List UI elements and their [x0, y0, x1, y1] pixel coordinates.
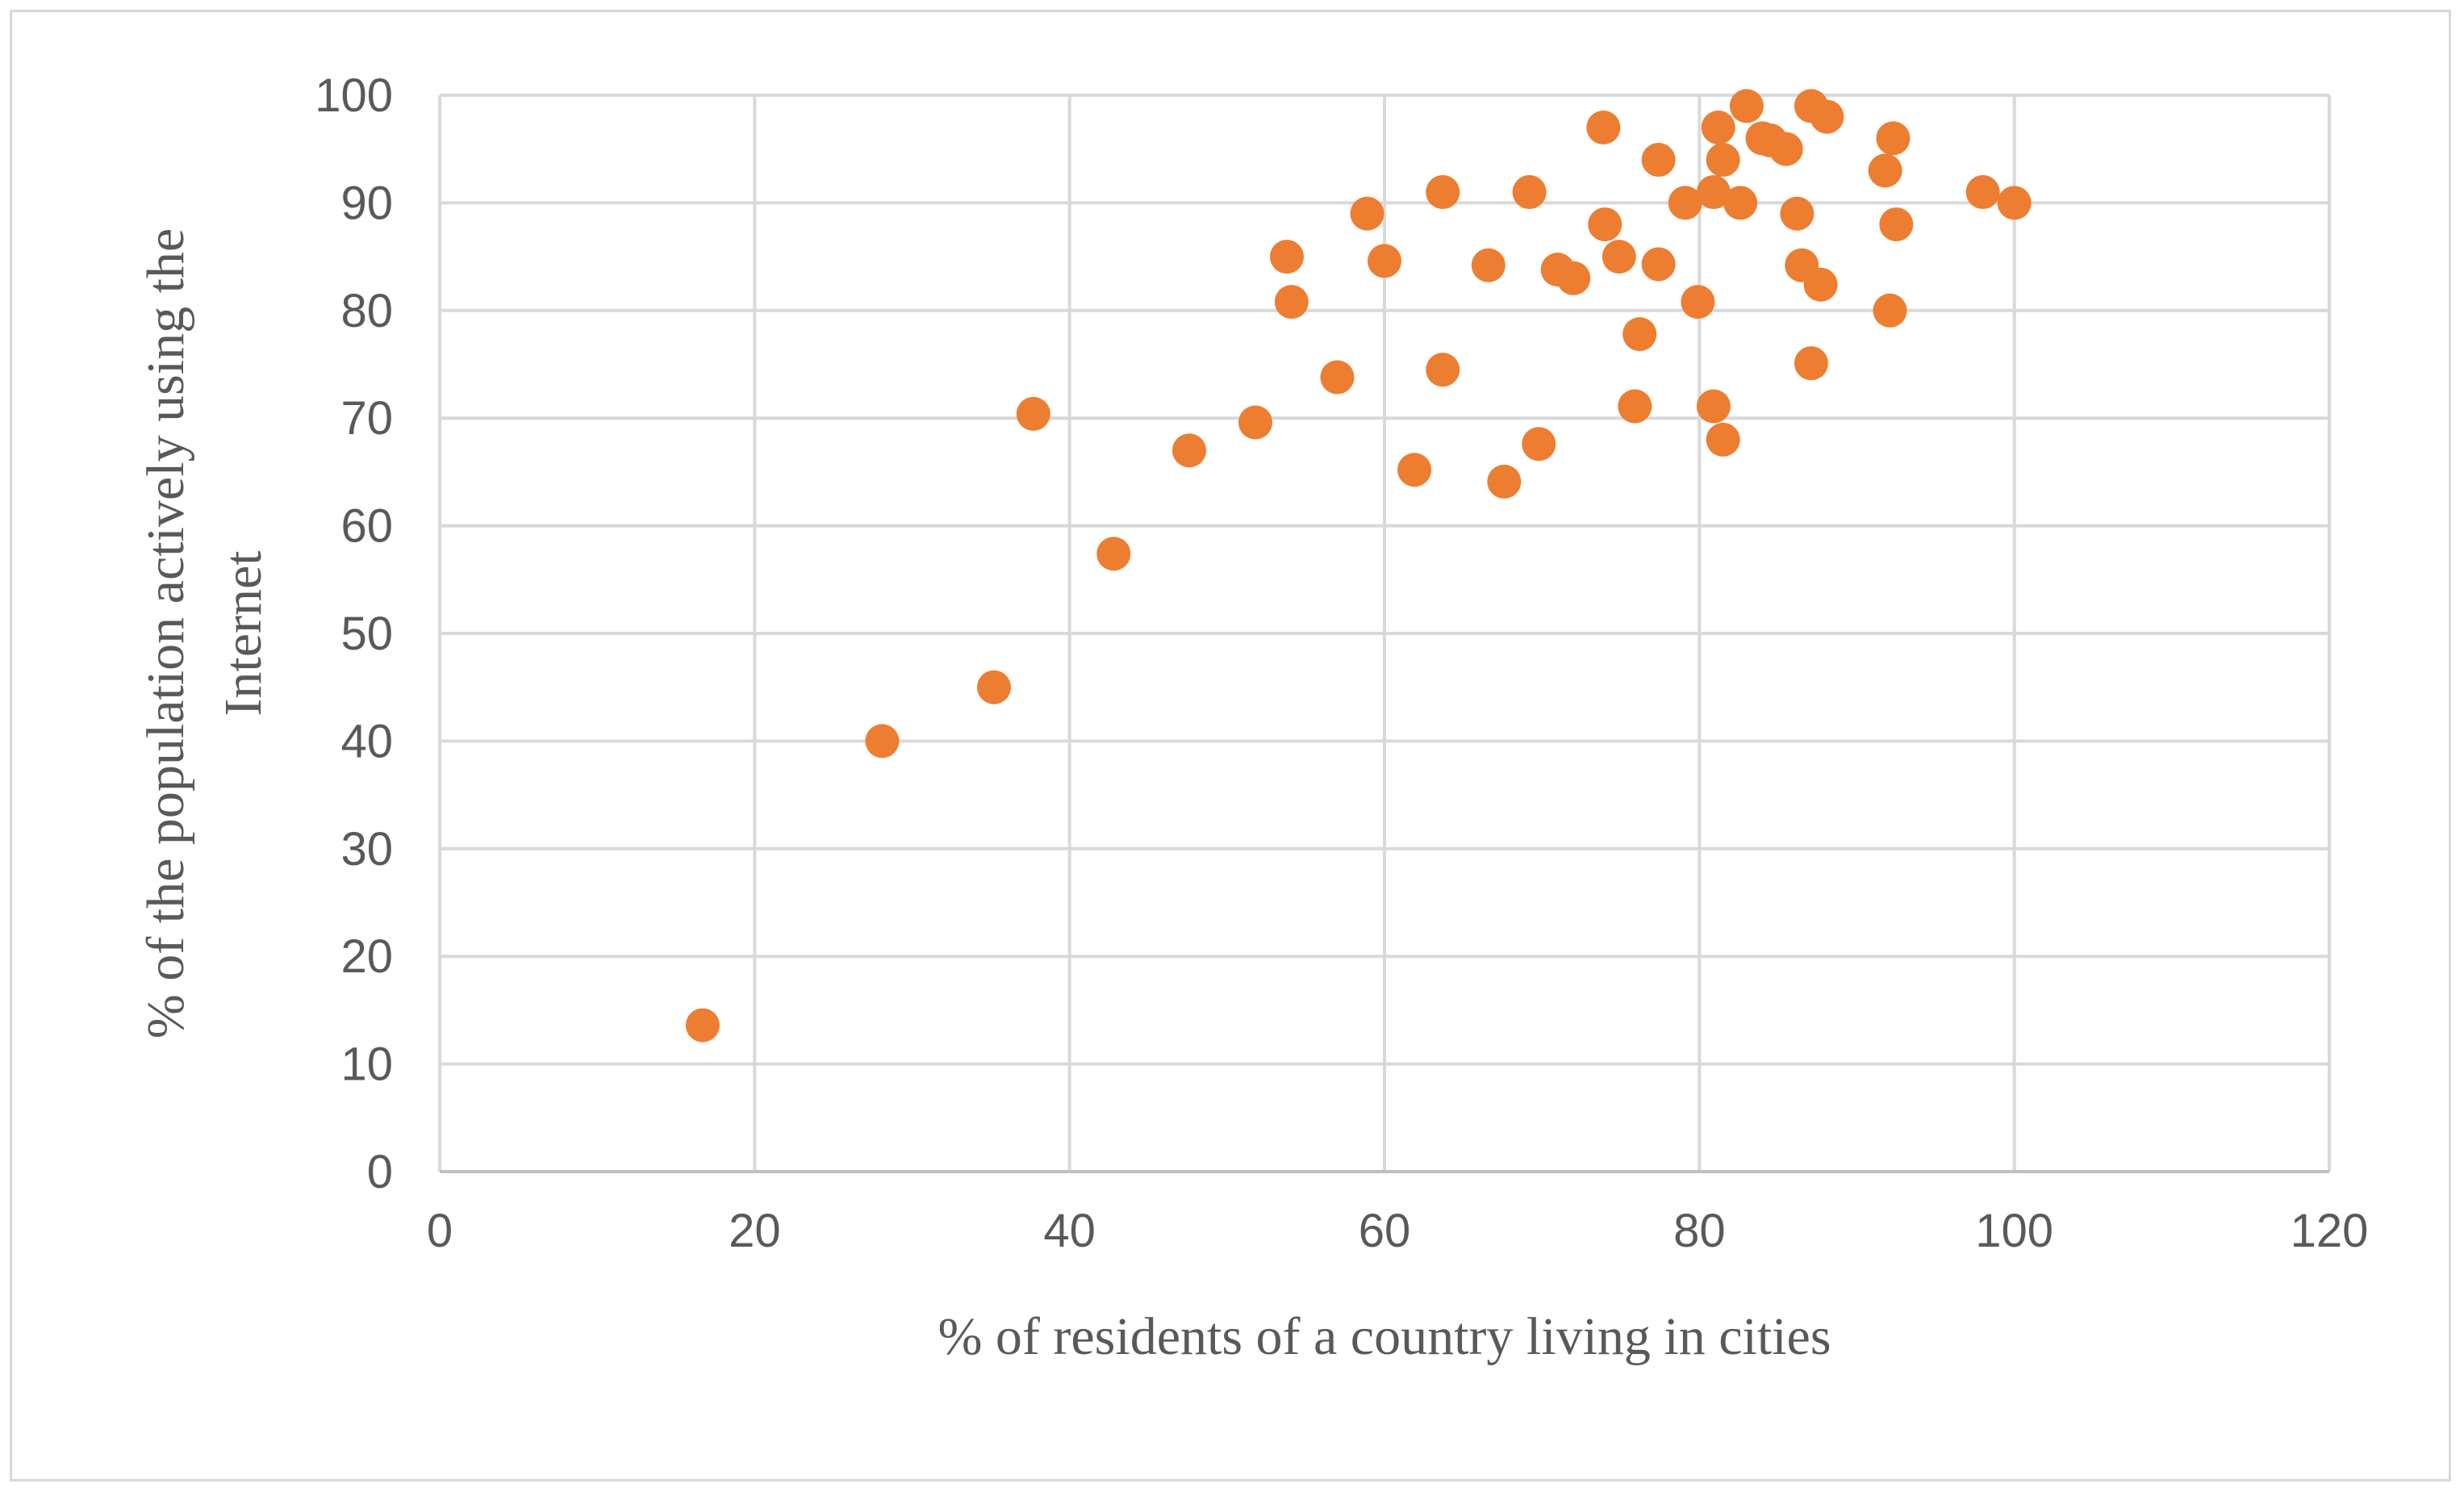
data-point	[1269, 240, 1304, 274]
x-tick-label: 100	[1975, 1205, 2053, 1257]
y-tick-label: 30	[340, 823, 393, 875]
data-point	[976, 670, 1011, 704]
data-point	[1586, 111, 1621, 145]
data-point	[1794, 346, 1828, 381]
data-point	[685, 1008, 720, 1043]
data-point	[1320, 360, 1355, 395]
data-point	[1780, 196, 1815, 231]
y-tick-label: 80	[340, 285, 393, 337]
data-point	[1696, 389, 1731, 424]
data-point	[1238, 405, 1272, 440]
data-point	[1487, 464, 1522, 499]
data-point	[1641, 247, 1676, 282]
y-tick-label: 0	[367, 1146, 393, 1198]
data-point	[1426, 353, 1460, 387]
data-point	[1701, 111, 1735, 145]
data-point	[1965, 175, 2000, 210]
data-point	[865, 724, 900, 758]
data-point	[1873, 293, 1907, 328]
data-point	[1622, 317, 1657, 352]
data-point	[1274, 285, 1309, 320]
data-point	[1522, 427, 1556, 462]
y-axis-title-line-1: % of the population actively using the	[136, 228, 195, 1038]
y-tick-label: 60	[340, 500, 393, 553]
y-tick-label: 40	[340, 715, 393, 767]
data-point	[1803, 267, 1838, 302]
data-point	[1426, 175, 1460, 210]
data-point	[1602, 240, 1636, 274]
y-axis-title-line-2: Internet	[214, 550, 273, 716]
x-axis-title: % of residents of a country living in ci…	[938, 1307, 1831, 1366]
data-point	[1723, 186, 1758, 220]
data-point	[1706, 143, 1740, 178]
y-tick-label: 50	[340, 608, 393, 660]
tick-labels: 0 10 20 30 40 50 60 70 80 90 100 0 20 40 60 80 100 120	[315, 69, 2368, 1257]
data-point	[1696, 175, 1731, 210]
data-point	[1810, 99, 1844, 134]
data-point	[1769, 132, 1803, 166]
data-point	[1681, 285, 1715, 320]
x-tick-label: 60	[1359, 1205, 1411, 1257]
x-tick-label: 0	[427, 1205, 453, 1257]
data-point	[1350, 196, 1384, 231]
chart-frame: 0 10 20 30 40 50 60 70 80 90 100 0 20 40 60 80 100 120 % …	[10, 10, 2451, 1481]
data-point	[1868, 153, 1902, 188]
data-point	[1706, 422, 1740, 457]
data-point	[1879, 207, 1914, 242]
data-point	[1016, 396, 1050, 431]
y-axis-title: % of the population actively using the I…	[136, 228, 273, 1038]
data-point	[1397, 453, 1432, 487]
y-tick-label: 90	[340, 177, 393, 229]
data-point	[1512, 175, 1547, 210]
x-tick-label: 80	[1673, 1205, 1726, 1257]
data-point	[1729, 89, 1764, 123]
y-tick-label: 10	[340, 1038, 393, 1091]
y-tick-label: 20	[340, 930, 393, 983]
scatter-plot: 0 10 20 30 40 50 60 70 80 90 100 0 20 40 60 80 100 120 % …	[136, 69, 2368, 1366]
data-point	[1096, 537, 1131, 571]
grid	[438, 94, 2331, 1172]
x-tick-label: 40	[1043, 1205, 1096, 1257]
data-point	[1668, 186, 1702, 220]
data-point	[1471, 248, 1506, 282]
data-point	[1618, 389, 1652, 424]
data-point	[1876, 121, 1911, 156]
data-point	[1588, 207, 1622, 242]
data-point	[1641, 143, 1676, 178]
x-tick-label: 120	[2291, 1205, 2369, 1257]
y-tick-label: 100	[315, 69, 393, 122]
data-point	[1171, 433, 1206, 468]
data-point	[1997, 186, 2032, 220]
y-tick-label: 70	[340, 392, 393, 445]
data-point	[1556, 261, 1591, 295]
data-point	[1368, 244, 1401, 278]
x-tick-label: 20	[729, 1205, 781, 1257]
data-points	[685, 89, 2032, 1043]
